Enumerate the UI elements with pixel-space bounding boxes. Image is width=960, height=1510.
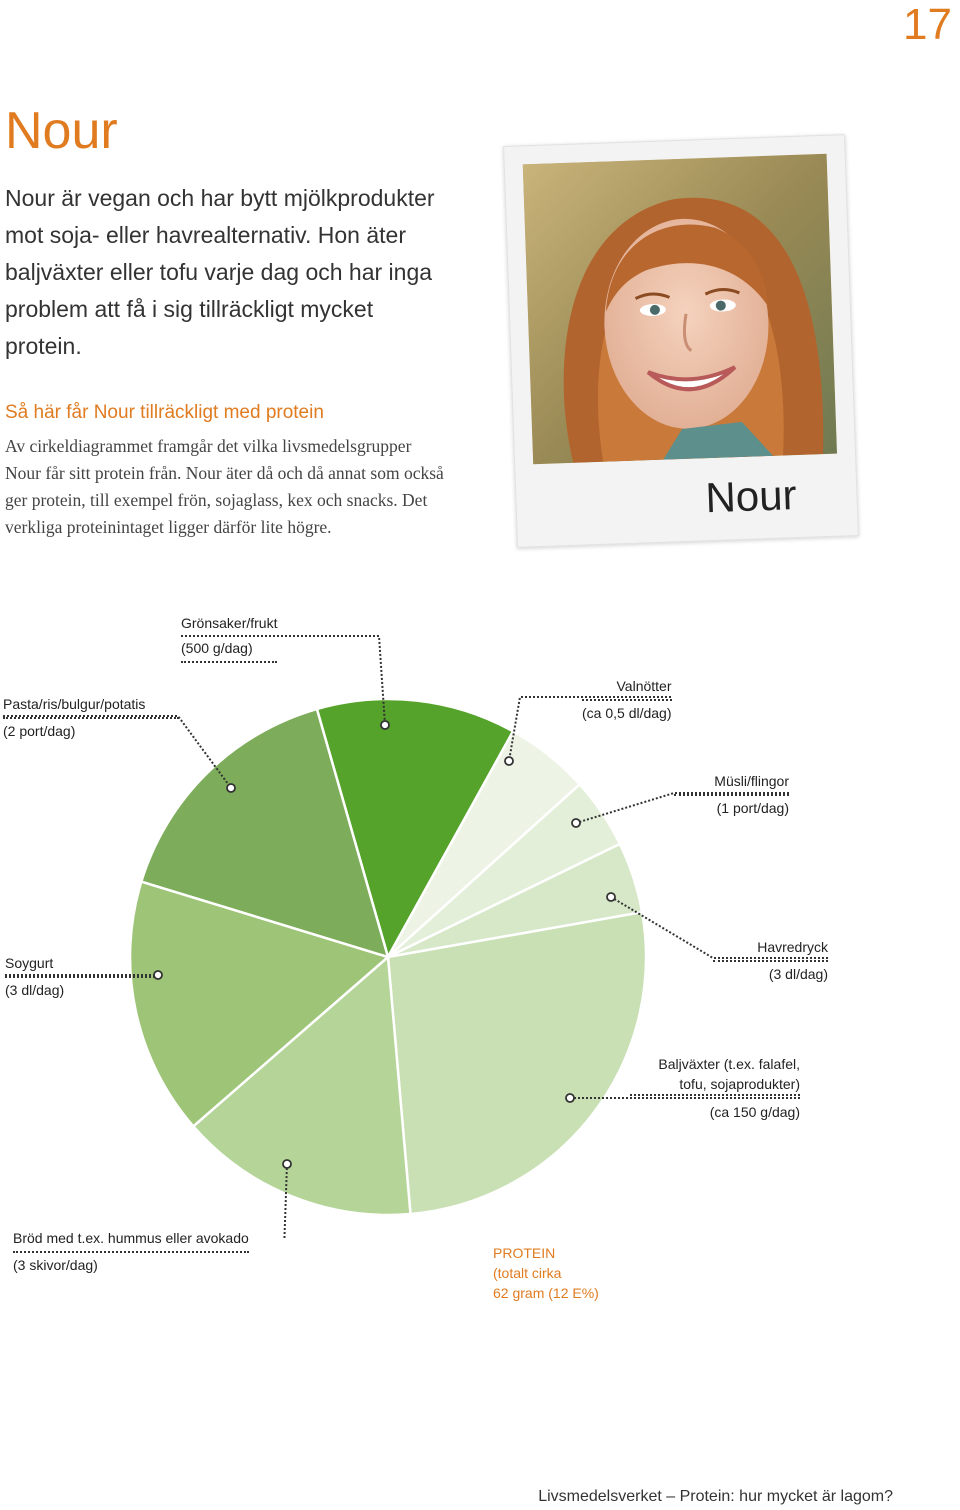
leader-havredryck-marker bbox=[606, 892, 616, 902]
polaroid-photo-frame: Nour bbox=[503, 134, 859, 548]
label-brod: Bröd med t.ex. hummus eller avokado (3 s… bbox=[13, 1226, 249, 1278]
leader-musli-marker bbox=[571, 818, 581, 828]
label-baljvaxter: Baljväxter (t.ex. falafel, tofu, sojapro… bbox=[630, 1054, 800, 1122]
leader-brod-marker bbox=[282, 1159, 292, 1169]
page-title: Nour bbox=[5, 102, 118, 160]
intro-paragraph: Nour är vegan och har bytt mjölk­produkt… bbox=[5, 185, 435, 359]
leader-brod bbox=[283, 1163, 288, 1240]
label-valnotter: Valnötter (ca 0,5 dl/dag) bbox=[582, 674, 672, 726]
leader-baljvaxter-marker bbox=[565, 1093, 575, 1103]
section-body: Av cirkeldiagrammet framgår det vilka li… bbox=[5, 436, 444, 537]
page-number: 17 bbox=[903, 0, 952, 49]
leader-gronsaker bbox=[181, 635, 386, 726]
label-pasta: Pasta/ris/bulgur/potatis (2 port/dag) bbox=[3, 692, 179, 744]
portrait-photo bbox=[522, 153, 838, 465]
slice-brod bbox=[191, 954, 412, 1217]
leader-soygurt-marker bbox=[153, 970, 163, 980]
slice-baljvaxter bbox=[386, 910, 648, 1216]
slice-gronsaker-frukt bbox=[315, 697, 515, 961]
protein-pie-chart bbox=[3, 635, 828, 1240]
photo-caption: Nour bbox=[704, 471, 798, 522]
section-heading: Så här får Nour tillräckligt med protein bbox=[5, 402, 324, 423]
label-musli-flingor: Müsli/flingor (1 port/dag) bbox=[674, 769, 789, 821]
label-gronsaker-frukt: Grönsaker/frukt (500 g/dag) bbox=[181, 611, 278, 663]
leader-gronsaker-marker bbox=[380, 720, 390, 730]
label-soygurt: Soygurt (3 dl/dag) bbox=[5, 951, 155, 1003]
protein-total-label: PROTEIN (totalt cirka 62 gram (12 E%) bbox=[493, 1245, 599, 1301]
leader-valnotter-marker bbox=[504, 756, 514, 766]
leader-pasta-marker bbox=[226, 783, 236, 793]
label-havredryck: Havredryck (3 dl/dag) bbox=[713, 935, 828, 987]
page-footer: Livsmedelsverket – Protein: hur mycket ä… bbox=[538, 1488, 893, 1505]
slice-pasta bbox=[139, 707, 390, 959]
slice-soygurt bbox=[128, 880, 391, 1129]
